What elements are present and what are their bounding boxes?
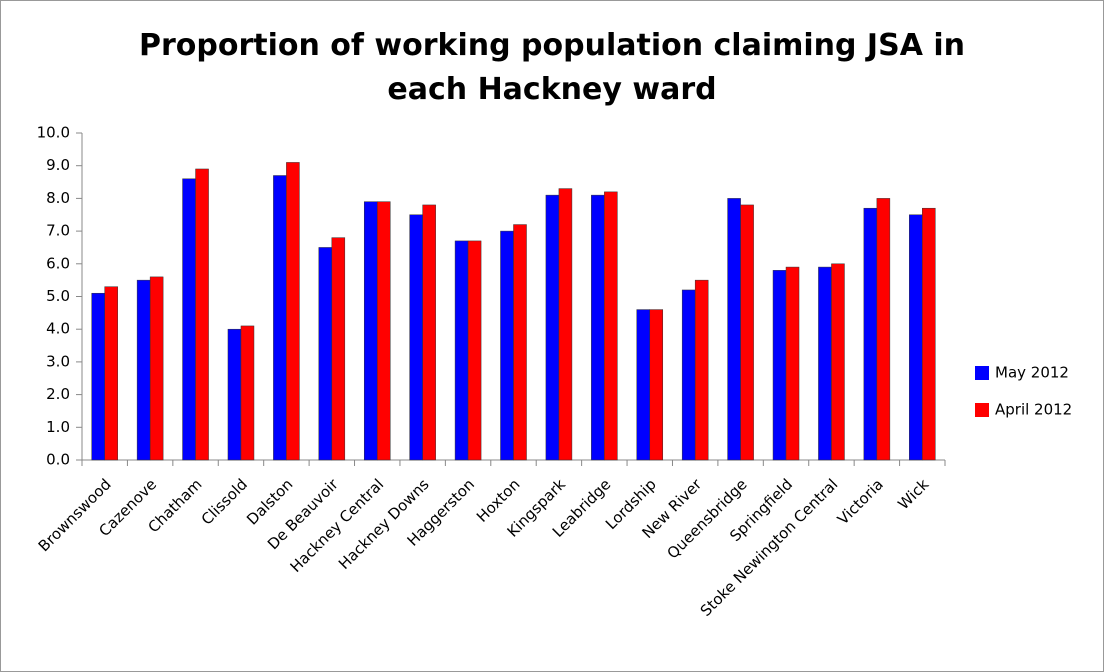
bar [240, 325, 255, 461]
chart-title: Proportion of working population claimin… [138, 28, 965, 107]
y-tick-label: 1.0 [46, 418, 70, 436]
bar [694, 279, 709, 461]
bar [558, 188, 573, 461]
bar [273, 175, 287, 461]
bar [227, 328, 242, 461]
bar [785, 266, 800, 461]
x-tick-label: Brownswood [35, 475, 115, 555]
bar [149, 276, 164, 461]
bar [467, 240, 482, 461]
bar [740, 204, 754, 461]
x-tick-label: Clissold [198, 475, 251, 528]
bar [454, 240, 469, 461]
bar [91, 292, 105, 461]
bar [500, 230, 514, 461]
legend-swatch [975, 403, 989, 417]
bar [818, 266, 832, 461]
y-tick-label: 6.0 [46, 254, 70, 272]
bar [318, 247, 333, 461]
legend-swatch [975, 366, 989, 380]
bar [649, 309, 664, 461]
bar [545, 194, 560, 461]
bar [909, 214, 923, 461]
bar [591, 194, 605, 461]
y-tick-label: 8.0 [46, 189, 70, 207]
bar [182, 178, 196, 461]
bar [922, 207, 936, 461]
y-tick-label: 9.0 [46, 156, 70, 174]
bar [831, 263, 845, 461]
bar [513, 224, 527, 461]
bar [104, 286, 118, 461]
bar [681, 289, 696, 461]
bar [422, 204, 436, 461]
y-tick-label: 3.0 [46, 352, 70, 370]
y-tick-label: 5.0 [46, 287, 70, 305]
bar [772, 270, 787, 461]
bar [876, 198, 891, 461]
y-tick-label: 0.0 [46, 451, 70, 469]
y-tick-label: 7.0 [46, 222, 70, 240]
y-tick-label: 2.0 [46, 385, 70, 403]
bar [331, 237, 346, 461]
x-tick-label: Queensbridge [663, 475, 750, 562]
legend-label: April 2012 [995, 401, 1072, 419]
bar [727, 198, 741, 461]
bar [863, 207, 878, 461]
y-tick-label: 4.0 [46, 320, 70, 338]
bar [636, 309, 651, 461]
bar [376, 201, 391, 461]
bar [409, 214, 423, 461]
x-tick-label: Wick [894, 475, 932, 513]
bar [604, 191, 618, 461]
bar [286, 162, 300, 461]
bar [195, 168, 209, 461]
bar [363, 201, 378, 461]
y-tick-label: 10.0 [37, 124, 70, 142]
bar [136, 279, 151, 461]
x-tick-label: Victoria [834, 475, 887, 528]
legend-label: May 2012 [995, 364, 1069, 382]
